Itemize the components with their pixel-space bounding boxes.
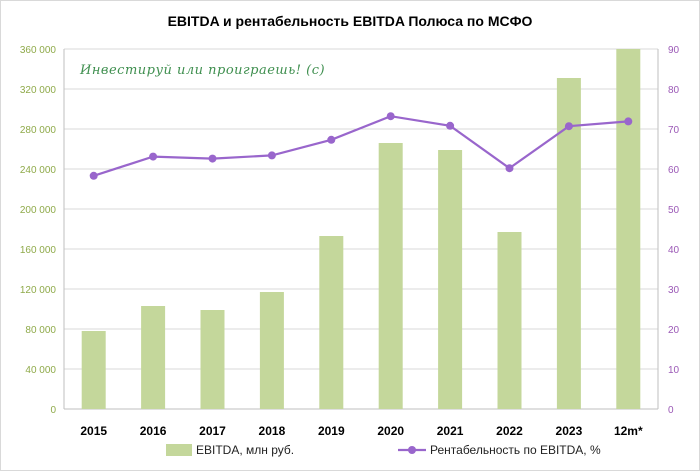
y-left-tick-label: 40 000 [25,365,56,376]
y-left-tick-label: 280 000 [20,125,57,136]
y-left-tick-label: 320 000 [20,85,57,96]
ebitda-bar [259,292,284,409]
y-left-tick-label: 360 000 [20,45,57,56]
margin-point [505,164,514,173]
chart-title: EBITDA и рентабельность EBITDA Полюса по… [167,13,533,29]
margin-point [327,135,336,144]
ebitda-bar [497,232,522,409]
margin-point [386,112,395,121]
legend-swatch-ebitda [166,444,192,456]
y-right-tick-label: 70 [668,125,680,136]
y-left-tick-label: 200 000 [20,205,57,216]
y-right-tick-label: 10 [668,365,680,376]
x-tick-label: 12m* [614,424,643,438]
y-left-tick-label: 0 [50,405,56,416]
x-tick-label: 2021 [437,424,464,438]
ebitda-bar [81,331,106,409]
ebitda-bar [200,310,225,409]
ebitda-bar [616,49,641,409]
margin-point [564,122,573,131]
margin-point [208,154,217,163]
ebitda-bar [378,143,403,409]
y-left-tick-label: 80 000 [25,325,56,336]
y-right-tick-label: 60 [668,165,680,176]
x-tick-label: 2020 [377,424,404,438]
ebitda-bar [141,306,166,409]
y-right-tick-label: 90 [668,45,680,56]
margin-point [624,117,633,126]
y-left-tick-label: 160 000 [20,245,57,256]
x-tick-label: 2019 [318,424,345,438]
x-tick-label: 2015 [80,424,107,438]
y-right-tick-label: 30 [668,285,680,296]
margin-point [89,171,98,180]
legend-label-ebitda: EBITDA, млн руб. [196,443,294,457]
y-left-tick-label: 120 000 [20,285,57,296]
x-tick-label: 2023 [556,424,583,438]
x-tick-label: 2017 [199,424,226,438]
y-right-tick-label: 80 [668,85,680,96]
y-right-tick-label: 50 [668,205,680,216]
margin-line [93,115,629,177]
y-left-tick-label: 240 000 [20,165,57,176]
legend-label-margin: Рентабельность по EBITDA, % [430,443,601,457]
x-tick-label: 2018 [259,424,286,438]
x-tick-label: 2022 [496,424,523,438]
ebitda-bar [319,236,344,409]
margin-point [149,152,158,161]
watermark-text: Инвестируй или проиграешь! (с) [80,63,326,78]
legend-marker-margin [408,446,416,454]
ebitda-bar [438,150,463,409]
margin-point [446,121,455,130]
y-right-tick-label: 20 [668,325,680,336]
y-right-tick-label: 0 [668,405,674,416]
y-right-tick-label: 40 [668,245,680,256]
margin-point [267,151,276,160]
x-tick-label: 2016 [140,424,167,438]
